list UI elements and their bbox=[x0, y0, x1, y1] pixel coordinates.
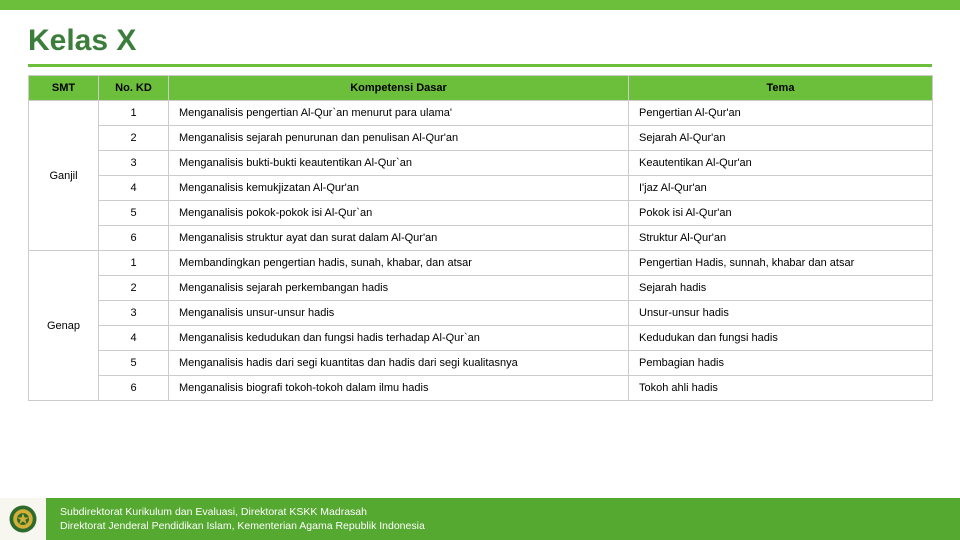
tema-cell: Sejarah Al-Qur'an bbox=[629, 126, 933, 151]
kd-cell: 1 bbox=[99, 101, 169, 126]
footer-line-2: Direktorat Jenderal Pendidikan Islam, Ke… bbox=[60, 519, 946, 533]
table-row: 4Menganalisis kedudukan dan fungsi hadis… bbox=[29, 326, 933, 351]
kompetensi-cell: Menganalisis hadis dari segi kuantitas d… bbox=[169, 351, 629, 376]
title-underline bbox=[28, 64, 932, 67]
kompetensi-cell: Menganalisis struktur ayat dan surat dal… bbox=[169, 226, 629, 251]
competency-table: SMT No. KD Kompetensi Dasar Tema Ganjil1… bbox=[28, 75, 933, 401]
tema-cell: Pengertian Al-Qur'an bbox=[629, 101, 933, 126]
footer-bar: Subdirektorat Kurikulum dan Evaluasi, Di… bbox=[0, 498, 960, 540]
page-title: Kelas X bbox=[28, 24, 960, 58]
table-row: 2Menganalisis sejarah perkembangan hadis… bbox=[29, 276, 933, 301]
th-tema: Tema bbox=[629, 76, 933, 101]
kd-cell: 5 bbox=[99, 351, 169, 376]
ministry-logo-icon bbox=[0, 498, 46, 540]
kd-cell: 5 bbox=[99, 201, 169, 226]
tema-cell: I'jaz Al-Qur'an bbox=[629, 176, 933, 201]
table-row: 6Menganalisis struktur ayat dan surat da… bbox=[29, 226, 933, 251]
tema-cell: Struktur Al-Qur'an bbox=[629, 226, 933, 251]
table-row: 5Menganalisis hadis dari segi kuantitas … bbox=[29, 351, 933, 376]
tema-cell: Pembagian hadis bbox=[629, 351, 933, 376]
smt-cell: Genap bbox=[29, 251, 99, 401]
kd-cell: 3 bbox=[99, 151, 169, 176]
kompetensi-cell: Menganalisis unsur-unsur hadis bbox=[169, 301, 629, 326]
table-row: 5Menganalisis pokok-pokok isi Al-Qur`anP… bbox=[29, 201, 933, 226]
kd-cell: 6 bbox=[99, 376, 169, 401]
tema-cell: Pokok isi Al-Qur'an bbox=[629, 201, 933, 226]
top-accent-bar bbox=[0, 0, 960, 10]
kd-cell: 1 bbox=[99, 251, 169, 276]
kd-cell: 2 bbox=[99, 126, 169, 151]
kompetensi-cell: Menganalisis kedudukan dan fungsi hadis … bbox=[169, 326, 629, 351]
table-row: Genap1Membandingkan pengertian hadis, su… bbox=[29, 251, 933, 276]
kd-cell: 3 bbox=[99, 301, 169, 326]
footer-text: Subdirektorat Kurikulum dan Evaluasi, Di… bbox=[46, 498, 960, 540]
tema-cell: Sejarah hadis bbox=[629, 276, 933, 301]
kompetensi-cell: Menganalisis pengertian Al-Qur`an menuru… bbox=[169, 101, 629, 126]
tema-cell: Tokoh ahli hadis bbox=[629, 376, 933, 401]
smt-cell: Ganjil bbox=[29, 101, 99, 251]
kompetensi-cell: Menganalisis biografi tokoh-tokoh dalam … bbox=[169, 376, 629, 401]
kompetensi-cell: Menganalisis sejarah penurunan dan penul… bbox=[169, 126, 629, 151]
kompetensi-cell: Membandingkan pengertian hadis, sunah, k… bbox=[169, 251, 629, 276]
table-row: 3Menganalisis bukti-bukti keautentikan A… bbox=[29, 151, 933, 176]
table-header-row: SMT No. KD Kompetensi Dasar Tema bbox=[29, 76, 933, 101]
kompetensi-cell: Menganalisis pokok-pokok isi Al-Qur`an bbox=[169, 201, 629, 226]
table-row: 4Menganalisis kemukjizatan Al-Qur'anI'ja… bbox=[29, 176, 933, 201]
tema-cell: Kedudukan dan fungsi hadis bbox=[629, 326, 933, 351]
tema-cell: Unsur-unsur hadis bbox=[629, 301, 933, 326]
th-smt: SMT bbox=[29, 76, 99, 101]
th-kom: Kompetensi Dasar bbox=[169, 76, 629, 101]
kd-cell: 6 bbox=[99, 226, 169, 251]
table-row: Ganjil1Menganalisis pengertian Al-Qur`an… bbox=[29, 101, 933, 126]
kompetensi-cell: Menganalisis bukti-bukti keautentikan Al… bbox=[169, 151, 629, 176]
table-row: 2Menganalisis sejarah penurunan dan penu… bbox=[29, 126, 933, 151]
kompetensi-cell: Menganalisis sejarah perkembangan hadis bbox=[169, 276, 629, 301]
footer-line-1: Subdirektorat Kurikulum dan Evaluasi, Di… bbox=[60, 505, 946, 519]
table-row: 3Menganalisis unsur-unsur hadisUnsur-uns… bbox=[29, 301, 933, 326]
kompetensi-cell: Menganalisis kemukjizatan Al-Qur'an bbox=[169, 176, 629, 201]
kd-cell: 4 bbox=[99, 176, 169, 201]
tema-cell: Pengertian Hadis, sunnah, khabar dan ats… bbox=[629, 251, 933, 276]
th-kd: No. KD bbox=[99, 76, 169, 101]
kd-cell: 4 bbox=[99, 326, 169, 351]
kd-cell: 2 bbox=[99, 276, 169, 301]
tema-cell: Keautentikan Al-Qur'an bbox=[629, 151, 933, 176]
table-row: 6Menganalisis biografi tokoh-tokoh dalam… bbox=[29, 376, 933, 401]
